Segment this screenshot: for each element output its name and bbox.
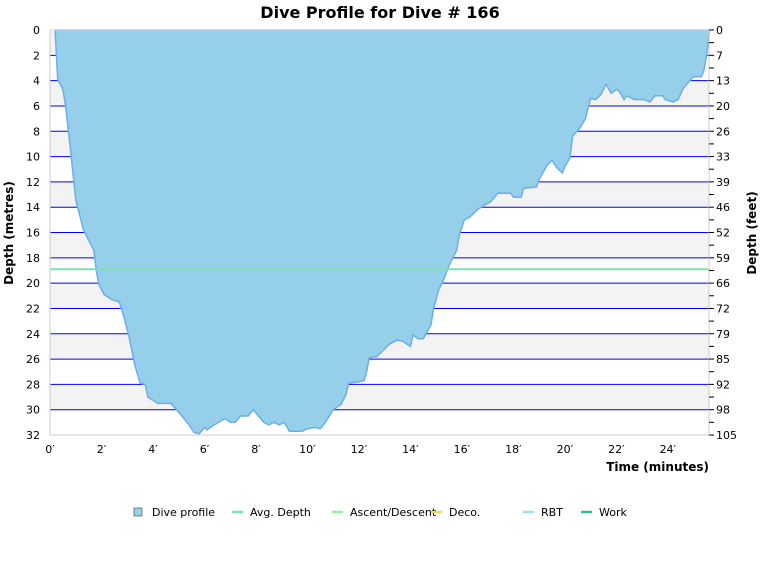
y-right-tick-label: 0 <box>716 24 723 37</box>
x-tick-label: 6′ <box>200 443 210 456</box>
y-right-tick-label: 39 <box>716 176 730 189</box>
x-tick-label: 0′ <box>45 443 55 456</box>
x-tick-label: 24′ <box>660 443 677 456</box>
dive-profile-area <box>54 29 710 435</box>
y-right-tick-label: 85 <box>716 353 730 366</box>
y-right-tick-label: 33 <box>716 151 730 164</box>
x-tick-label: 14′ <box>402 443 419 456</box>
legend-label: Deco. <box>449 506 480 519</box>
y-right-tick-label: 79 <box>716 328 730 341</box>
legend-label: Avg. Depth <box>250 506 311 519</box>
legend-swatch <box>133 507 143 517</box>
y-right-tick-label: 59 <box>716 252 730 265</box>
y-right-axis-title: Depth (feet) <box>745 191 759 274</box>
y-tick-label: 24 <box>26 328 40 341</box>
y-tick-label: 18 <box>26 252 40 265</box>
x-axis-ticks: 0′ 2′ 4′ 6′ 8′ 10′ 12′ 14′ 16′ 18′ 20′ 22′ 24′ <box>45 443 676 456</box>
y-tick-label: 26 <box>26 353 40 366</box>
y-tick-label: 28 <box>26 378 40 391</box>
y-right-tick-label: 92 <box>716 378 730 391</box>
legend: Dive profile Avg. Depth Ascent/Descent Deco… <box>133 506 627 519</box>
x-tick-label: 8′ <box>251 443 261 456</box>
legend-item: Deco. <box>431 506 480 519</box>
axes <box>49 29 710 436</box>
y-right-tick-label: 98 <box>716 404 730 417</box>
y-right-tick-label: 13 <box>716 75 730 88</box>
y-tick-label: 16 <box>26 227 40 240</box>
y-right-tick-label: 52 <box>716 227 730 240</box>
legend-item: RBT <box>523 506 563 519</box>
y-tick-label: 12 <box>26 176 40 189</box>
y-tick-label: 6 <box>33 100 40 113</box>
y-tick-label: 10 <box>26 151 40 164</box>
x-tick-label: 16′ <box>454 443 471 456</box>
y-right-tick-label: 105 <box>716 429 737 442</box>
y-tick-label: 2 <box>33 49 40 62</box>
y-tick-label: 20 <box>26 277 40 290</box>
legend-item: Work <box>581 506 627 519</box>
legend-item: Dive profile <box>133 506 215 519</box>
y-tick-label: 8 <box>33 125 40 138</box>
legend-item: Avg. Depth <box>232 506 311 519</box>
y-tick-label: 14 <box>26 201 40 214</box>
y-tick-label: 30 <box>26 404 40 417</box>
legend-label: Dive profile <box>152 506 215 519</box>
legend-label: Ascent/Descent <box>350 506 437 519</box>
x-tick-label: 12′ <box>351 443 368 456</box>
y-axis-title: Depth (metres) <box>2 181 16 285</box>
x-tick-label: 10′ <box>299 443 316 456</box>
legend-label: RBT <box>541 506 563 519</box>
y-right-tick-label: 26 <box>716 125 730 138</box>
x-tick-label: 20′ <box>557 443 574 456</box>
x-tick-label: 4′ <box>148 443 158 456</box>
x-tick-label: 18′ <box>505 443 522 456</box>
y-tick-label: 4 <box>33 75 40 88</box>
legend-label: Work <box>599 506 627 519</box>
legend-item: Ascent/Descent <box>332 506 437 519</box>
y-right-tick-label: 66 <box>716 277 730 290</box>
y-tick-label: 0 <box>33 24 40 37</box>
x-tick-label: 2′ <box>97 443 107 456</box>
y-right-tick-label: 72 <box>716 302 730 315</box>
y-right-axis-ticks: 0 7 13 20 26 33 39 46 52 59 66 72 79 85 92 98 105 <box>709 24 737 442</box>
y-right-tick-label: 7 <box>716 49 723 62</box>
y-right-tick-label: 20 <box>716 100 730 113</box>
y-tick-label: 32 <box>26 429 40 442</box>
chart-title: Dive Profile for Dive # 166 <box>260 3 499 22</box>
x-axis-title: Time (minutes) <box>606 460 709 474</box>
y-tick-label: 22 <box>26 302 40 315</box>
y-right-tick-label: 46 <box>716 201 730 214</box>
x-tick-label: 22′ <box>608 443 625 456</box>
